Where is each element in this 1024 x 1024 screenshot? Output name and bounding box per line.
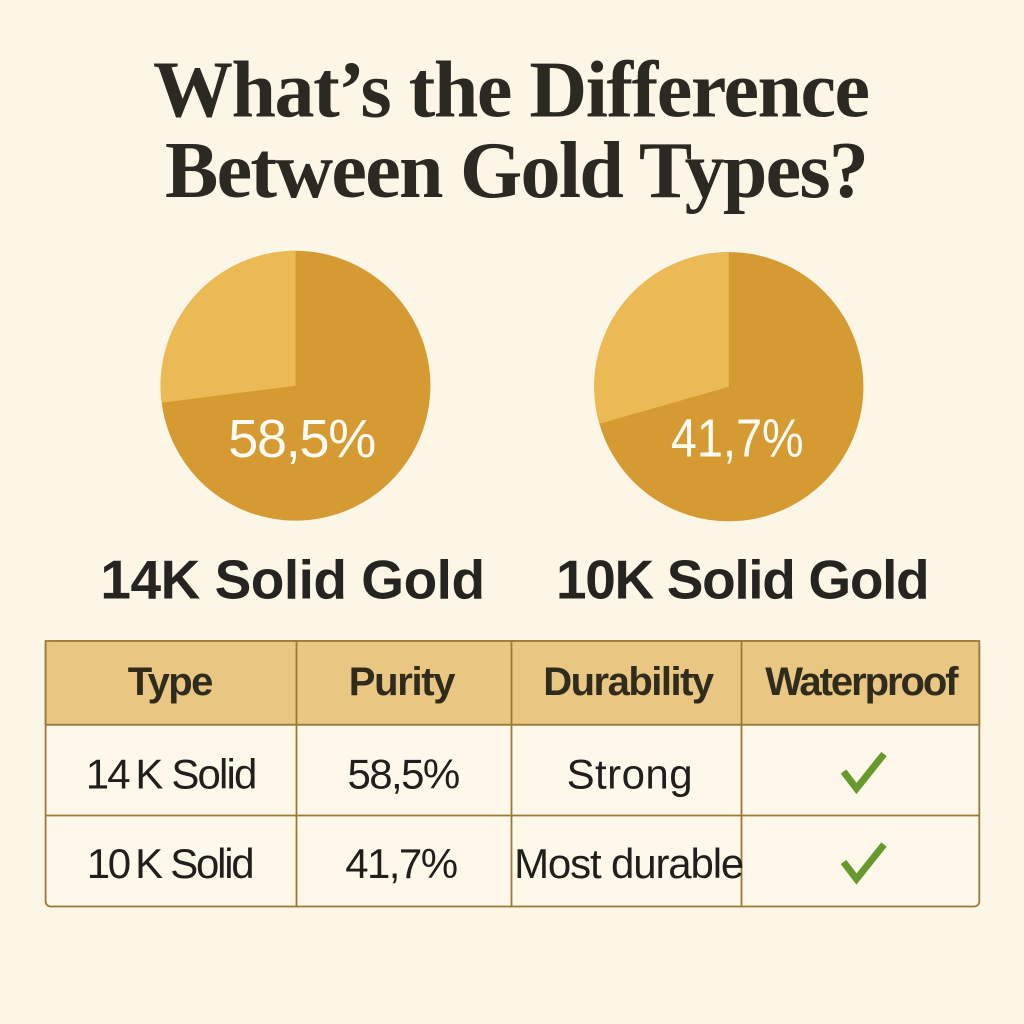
svg-text:Strong: Strong <box>567 751 693 798</box>
svg-text:14 K Solid: 14 K Solid <box>86 751 256 798</box>
svg-text:Type: Type <box>128 660 212 704</box>
svg-text:Purity: Purity <box>349 660 456 704</box>
svg-text:41,7%: 41,7% <box>671 407 804 468</box>
svg-text:Between Gold Types?: Between Gold Types? <box>165 127 867 215</box>
svg-text:Waterproof: Waterproof <box>765 660 959 704</box>
svg-text:58,5%: 58,5% <box>228 409 375 469</box>
svg-text:10 K Solid: 10 K Solid <box>87 840 253 887</box>
svg-text:14K Solid Gold: 14K Solid Gold <box>100 549 484 611</box>
svg-text:41,7%: 41,7% <box>345 840 457 887</box>
svg-text:What’s the Difference: What’s the Difference <box>153 47 869 135</box>
svg-text:Durability: Durability <box>543 660 715 704</box>
svg-text:58,5%: 58,5% <box>348 751 459 798</box>
svg-text:Most durable: Most durable <box>514 840 743 887</box>
svg-text:10K Solid Gold: 10K Solid Gold <box>556 549 928 611</box>
